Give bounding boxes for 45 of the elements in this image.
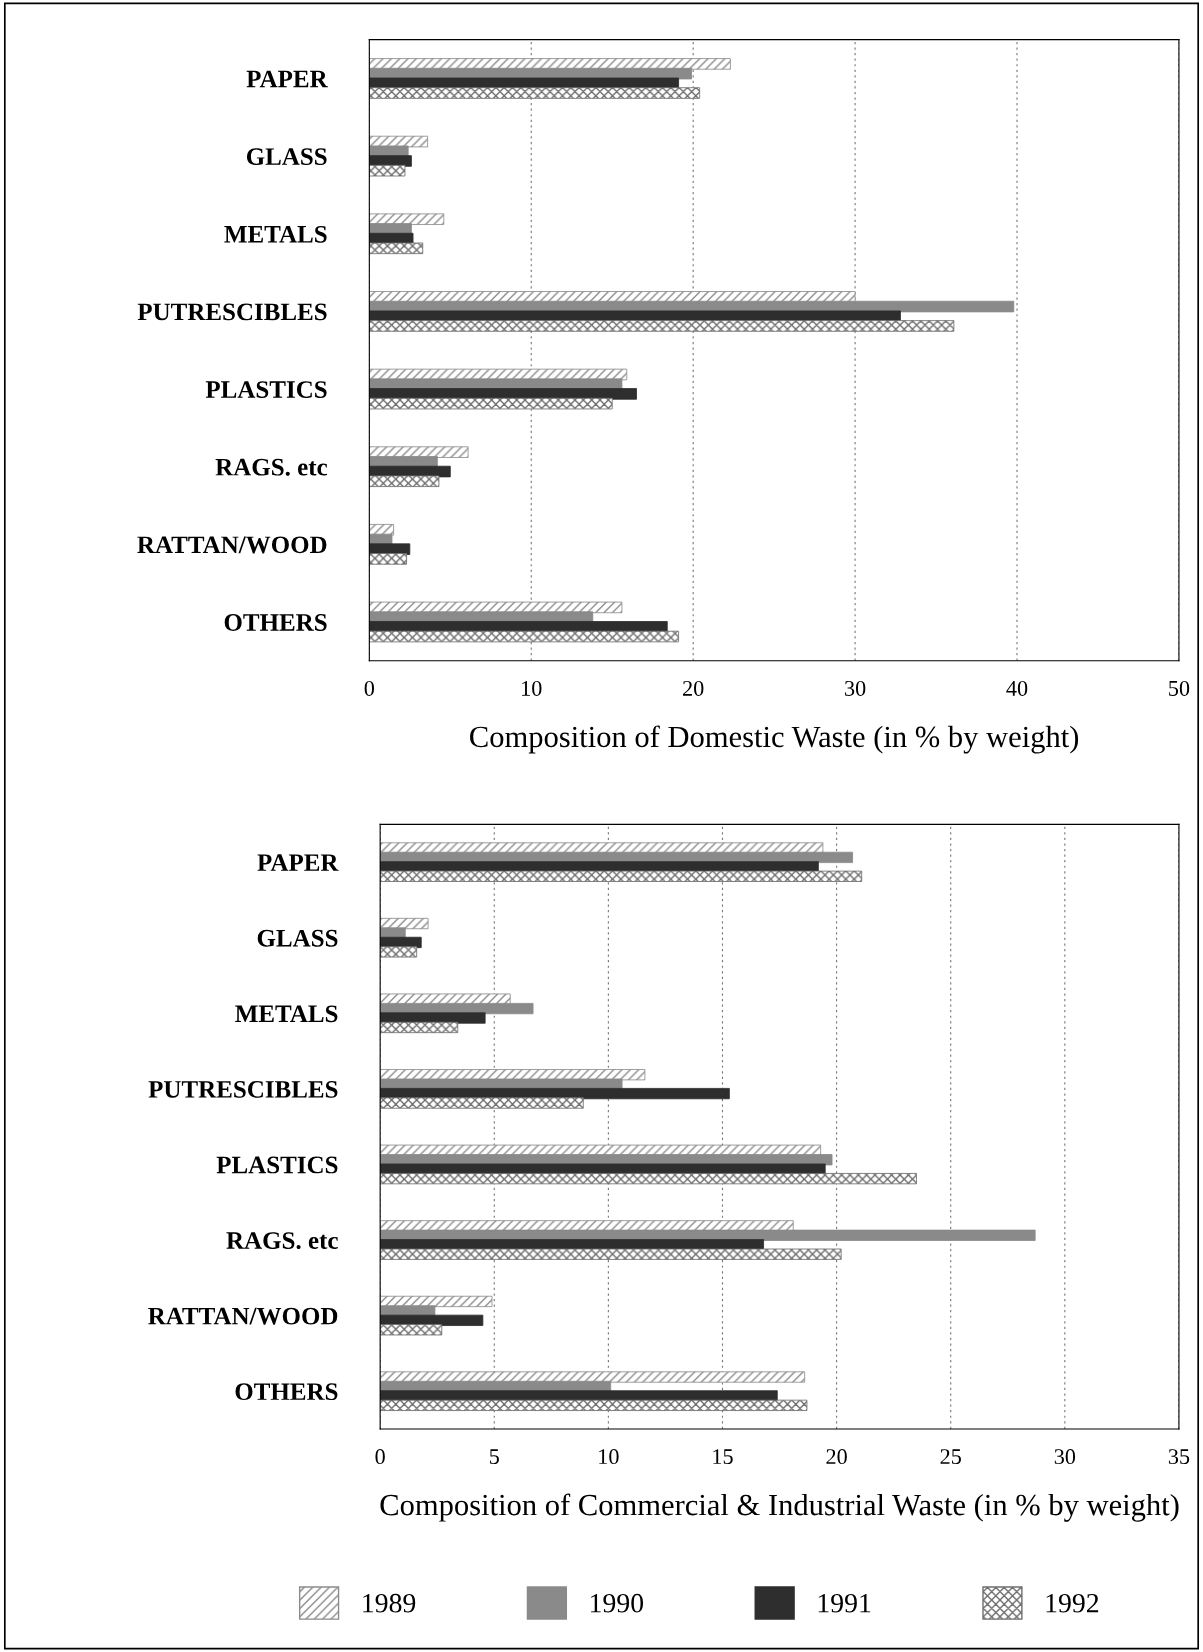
y-tick-label: RAGS. etc (215, 458, 328, 476)
x-tick-label: 30 (845, 680, 866, 696)
bar (380, 1012, 486, 1024)
x-tick-label: 30 (1054, 1449, 1076, 1465)
bar (369, 553, 407, 565)
bar (369, 164, 406, 177)
bar (380, 946, 418, 958)
x-tick-label: 10 (522, 680, 542, 696)
legend-label: 1992 (1046, 1593, 1099, 1613)
x-tick-label: 20 (683, 680, 704, 696)
x-tick-label: 5 (490, 1449, 499, 1465)
y-tick-label: METALS (224, 225, 327, 243)
bar (369, 242, 424, 255)
x-tick-label: 10 (599, 1449, 619, 1465)
y-tick-label: PAPER (246, 70, 328, 88)
y-tick-label: OTHERS (224, 614, 327, 631)
x-tick-label: 40 (1006, 680, 1028, 696)
x-tick-label: 15 (713, 1449, 733, 1465)
legend-label: 1990 (591, 1593, 644, 1613)
x-tick-label: 50 (1169, 680, 1190, 696)
bar (369, 475, 440, 488)
legend-label: 1991 (818, 1593, 871, 1613)
y-tick-label: OTHERS (235, 1383, 338, 1401)
x-tick-label: 0 (364, 680, 375, 696)
bar (380, 1097, 584, 1109)
x-tick-label: 35 (1168, 1449, 1190, 1465)
x-axis-title: Composition of Domestic Waste (in % by weight) (470, 725, 1079, 754)
y-tick-label: PAPER (257, 854, 339, 871)
legend-label: 1989 (363, 1593, 416, 1613)
y-tick-label: GLASS (246, 148, 327, 166)
y-tick-label: PUTRESCIBLES (137, 303, 327, 321)
y-tick-label: GLASS (257, 929, 338, 947)
bar (380, 1324, 443, 1336)
x-tick-label: 25 (940, 1449, 961, 1465)
y-tick-label: PLASTICS (216, 1156, 338, 1174)
x-tick-label: 20 (826, 1449, 847, 1465)
x-tick-label: 0 (375, 1449, 385, 1465)
y-tick-label: RAGS. etc (226, 1232, 338, 1250)
y-tick-label: METALS (235, 1005, 338, 1023)
x-axis-title: Composition of Commercial & Industrial Waste (in % by weight) (380, 1493, 1179, 1522)
y-tick-label: RATTAN/WOOD (148, 1307, 338, 1325)
y-tick-label: PUTRESCIBLES (148, 1080, 338, 1098)
y-tick-label: RATTAN/WOOD (137, 536, 327, 554)
y-tick-label: PLASTICS (205, 381, 327, 398)
bar (380, 1021, 459, 1034)
